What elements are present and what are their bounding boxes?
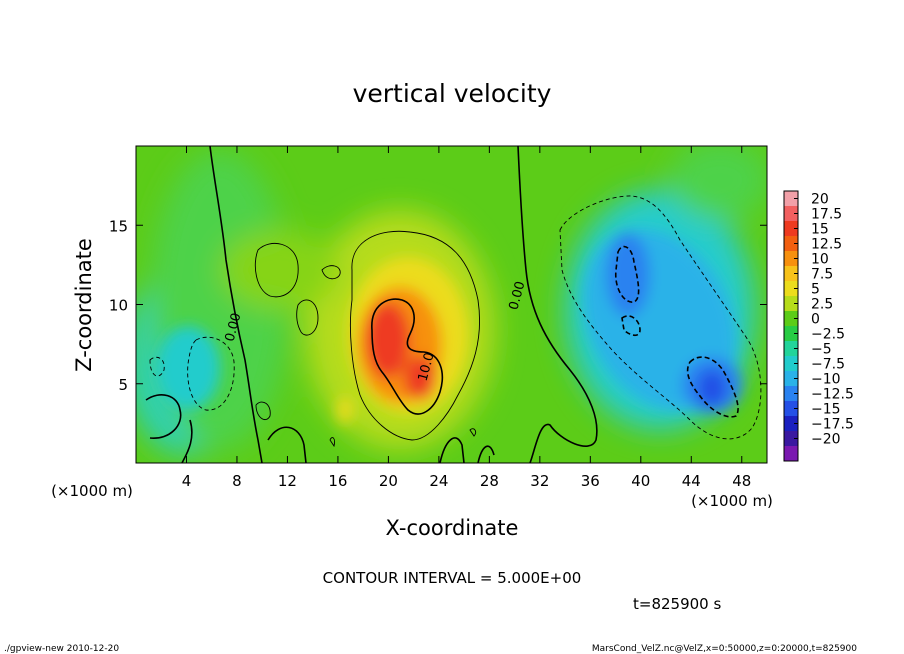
y-tick-label: 10 [109, 297, 128, 315]
field-lightgreen-upper [220, 230, 340, 310]
x-tick-label: 8 [232, 472, 242, 490]
colorbar-segment [784, 356, 798, 372]
colorbar-segment [784, 431, 798, 447]
y-axis-label: Z-coordinate [72, 238, 96, 372]
colorbar-segment [784, 371, 798, 387]
x-tick-label: 28 [480, 472, 499, 490]
color-field-detail [156, 229, 742, 424]
contour-five-blob-b [296, 299, 319, 336]
contour-interval-text: CONTOUR INTERVAL = 5.000E+00 [323, 569, 582, 587]
field-blue-c [698, 370, 726, 406]
colorbar-label: 2.5 [811, 297, 833, 313]
colorbar-label: 0 [811, 312, 820, 328]
footer-left: ./gpview-new 2010-12-20 [4, 644, 119, 654]
field-yellow-small [337, 396, 353, 424]
colorbar-label: −2.5 [811, 327, 845, 343]
colorbar-label: −10 [811, 372, 841, 388]
colorbar-label: −5 [811, 342, 832, 358]
plot-area [136, 146, 767, 463]
contours [145, 146, 762, 463]
colorbar-label: −12.5 [811, 387, 854, 403]
x-axis-label: X-coordinate [386, 516, 519, 540]
colorbar-segment [784, 386, 798, 402]
colorbar-label: 12.5 [811, 237, 842, 253]
chart-title: vertical velocity [353, 79, 552, 108]
contour-label: 0.00 [223, 311, 245, 343]
x-unit-label: (×1000 m) [51, 482, 133, 500]
contour-zero-bottom-right [439, 437, 495, 463]
colorbar-label: 5 [811, 282, 820, 298]
footer-right: MarsCond_VelZ.nc@VelZ,x=0:50000,z=0:2000… [592, 644, 857, 654]
colorbar-label: 20 [811, 192, 829, 208]
x-tick-label: 48 [732, 472, 751, 490]
colorbar-segment [784, 251, 798, 267]
contour-five-updraft [350, 230, 481, 441]
contour-small-features [255, 401, 477, 448]
y-tick-label: 5 [118, 376, 128, 394]
x-tick-label: 44 [682, 472, 701, 490]
colorbar-segment [784, 206, 798, 222]
contour-ten-updraft [371, 298, 444, 415]
colorbar-label: 10 [811, 252, 829, 268]
contour-five-blob-c [321, 265, 341, 280]
colorbar-segment [784, 416, 798, 432]
colorbar-label: 17.5 [811, 207, 842, 223]
time-text: t=825900 s [633, 595, 721, 613]
colorbar-segment [784, 281, 798, 297]
contour-zero-bottom-left [145, 394, 307, 463]
colorbar-label: 7.5 [811, 267, 833, 283]
x-tick-label: 4 [182, 472, 192, 490]
contour-zero-middle [517, 146, 598, 463]
colorbar-label: −15 [811, 402, 841, 418]
colorbar-segment [784, 221, 798, 237]
y-tick-label: 15 [109, 217, 128, 235]
contour-labels: 0.00 0.00 10.0 [223, 280, 529, 383]
contour-minus-ten-b [621, 315, 641, 337]
colorbar-segment [784, 341, 798, 357]
colorbar-label: −7.5 [811, 357, 845, 373]
x-tick-label: 24 [429, 472, 448, 490]
colorbar-segment [784, 191, 798, 207]
field-red-lower [404, 356, 436, 400]
field-red [366, 302, 410, 378]
contour-label: 10.0 [416, 351, 438, 383]
colorbar-segment [784, 296, 798, 312]
colorbar-segment [784, 401, 798, 417]
field-blue-a [606, 233, 650, 317]
colorbar-segment [784, 236, 798, 252]
contour-minus-ten-a [614, 245, 640, 303]
contour-label: 0.00 [507, 280, 529, 312]
x-tick-label: 40 [631, 472, 650, 490]
x-tick-label: 20 [379, 472, 398, 490]
x-tick-label: 36 [581, 472, 600, 490]
x-tick-label: 16 [328, 472, 347, 490]
x-tick-label: 12 [278, 472, 297, 490]
contour-five-blob-a [254, 242, 299, 298]
y-axis: 5 10 15 [109, 217, 767, 394]
x-tick-label: 32 [530, 472, 549, 490]
colorbar-label: −20 [811, 432, 841, 448]
contour-minus-ten-c [686, 356, 739, 418]
colorbar-segment [784, 446, 798, 462]
colorbar-frame [783, 190, 799, 462]
contour-minus-five-left [149, 336, 235, 411]
colorbar-segment [784, 311, 798, 327]
field-green-top-right [670, 146, 767, 220]
x-unit-label-right: (×1000 m) [691, 492, 773, 510]
colorbar-label: −17.5 [811, 417, 854, 433]
colorbar: 2017.51512.5107.552.50−2.5−5−7.5−10−12.5… [783, 190, 854, 462]
contour-zero-left [209, 146, 263, 463]
colorbar-label: 15 [811, 222, 829, 238]
x-axis: 4 8 12 16 20 24 28 32 36 40 44 48 [182, 146, 751, 490]
colorbar-segment [784, 266, 798, 282]
colorbar-segment [784, 326, 798, 342]
